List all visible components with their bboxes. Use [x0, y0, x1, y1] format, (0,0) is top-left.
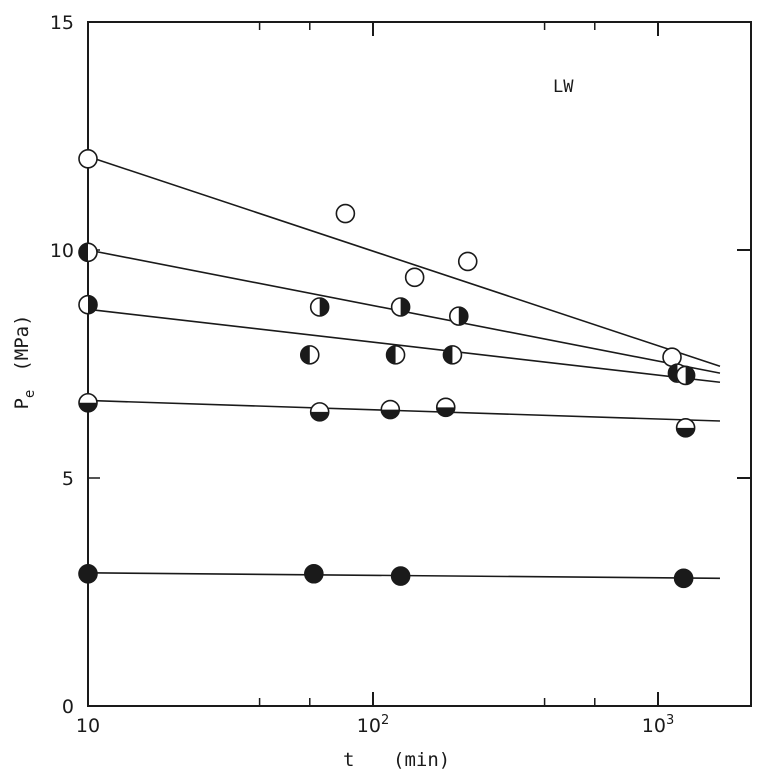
y-tick-label: 5 — [62, 468, 74, 490]
data-point-right-filled — [78, 294, 98, 315]
annotation-lw: LW — [553, 77, 574, 97]
fit-line — [87, 399, 721, 422]
data-point-open — [335, 203, 356, 224]
data-point-open — [78, 149, 98, 169]
data-point-right-filled — [390, 297, 411, 317]
x-tick-label: 103 — [642, 713, 674, 737]
data-point-bottom-filled — [675, 418, 696, 438]
x-axis-title: t (min) — [343, 749, 450, 771]
svg-text:t: t — [343, 749, 354, 771]
x-tick-label: 10 — [76, 715, 100, 737]
plot-frame — [87, 21, 752, 707]
data-point-right-filled — [675, 365, 696, 386]
fit-line — [87, 155, 721, 368]
svg-text:(min): (min) — [393, 749, 450, 771]
data-point-bottom-filled — [435, 397, 456, 418]
data-point-filled — [673, 568, 694, 589]
data-point-top-filled — [299, 345, 320, 365]
data-point-filled — [304, 563, 324, 584]
fit-line — [87, 308, 721, 384]
data-point-filled — [390, 566, 411, 586]
y-tick-label: 0 — [62, 696, 74, 718]
svg-text:Pe(MPa): Pe(MPa) — [11, 314, 38, 409]
data-point-filled — [78, 563, 98, 584]
data-point-top-filled — [385, 345, 406, 365]
data-point-bottom-filled — [78, 392, 98, 413]
y-tick-label: 15 — [50, 12, 74, 34]
data-point-bottom-filled — [380, 399, 401, 420]
data-point-top-filled — [442, 345, 463, 365]
x-tick-label: 102 — [357, 713, 389, 737]
data-point-left-filled — [78, 242, 98, 263]
y-tick-label: 10 — [50, 240, 74, 262]
data-point-bottom-filled — [309, 402, 330, 422]
y-axis-title: Pe(MPa) — [11, 314, 38, 409]
data-point-open — [404, 267, 425, 288]
data-point-right-filled — [309, 297, 330, 317]
data-point-right-filled — [448, 306, 469, 326]
data-point-open — [457, 251, 478, 272]
